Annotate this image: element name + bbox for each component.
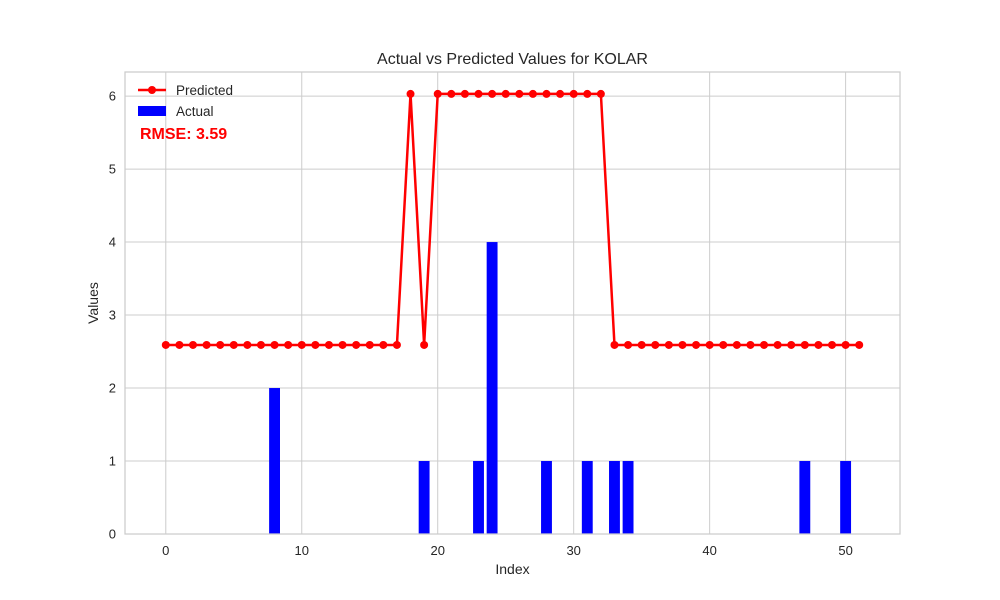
plot-border <box>124 71 901 535</box>
predicted-point <box>787 340 796 349</box>
legend-actual-label: Actual <box>176 104 214 119</box>
x-tick-label: 10 <box>295 543 309 558</box>
predicted-point <box>352 340 361 349</box>
actual-bar <box>622 461 634 534</box>
predicted-point <box>583 89 592 98</box>
predicted-point <box>447 89 456 98</box>
predicted-point <box>433 89 442 98</box>
predicted-point <box>705 340 714 349</box>
actual-bar <box>418 461 430 534</box>
y-tick-label: 4 <box>109 235 116 250</box>
predicted-point <box>773 340 782 349</box>
predicted-line <box>165 92 860 347</box>
y-tick-label: 1 <box>109 454 116 469</box>
predicted-point <box>501 89 510 98</box>
predicted-point <box>556 89 565 98</box>
predicted-point <box>488 89 497 98</box>
predicted-point <box>542 89 551 98</box>
predicted-point <box>406 89 415 98</box>
predicted-point <box>760 340 769 349</box>
predicted-point <box>692 340 701 349</box>
x-axis-label: Index <box>495 561 529 577</box>
y-tick-label: 6 <box>109 89 116 104</box>
predicted-point <box>324 340 333 349</box>
y-axis-ticks: 0 1 2 3 4 5 6 <box>109 89 116 542</box>
predicted-point <box>243 340 252 349</box>
predicted-point <box>202 340 211 349</box>
predicted-point <box>610 340 619 349</box>
predicted-point <box>732 340 741 349</box>
predicted-point <box>188 340 197 349</box>
predicted-series <box>161 89 864 349</box>
x-tick-label: 0 <box>162 543 169 558</box>
legend: Predicted Actual <box>138 83 233 119</box>
predicted-point <box>515 89 524 98</box>
legend-actual-bar-swatch <box>138 106 166 116</box>
predicted-point <box>569 89 578 98</box>
actual-bar <box>840 461 852 534</box>
actual-bar <box>581 461 593 534</box>
predicted-point <box>311 340 320 349</box>
predicted-point <box>664 340 673 349</box>
actual-bar <box>799 461 811 534</box>
predicted-point <box>814 340 823 349</box>
plot-background <box>125 72 900 534</box>
x-tick-label: 30 <box>566 543 580 558</box>
predicted-point <box>392 340 401 349</box>
predicted-point <box>229 340 238 349</box>
predicted-point <box>474 89 483 98</box>
rmse-annotation: RMSE: 3.59 <box>140 126 227 143</box>
y-tick-label: 3 <box>109 308 116 323</box>
legend-predicted-label: Predicted <box>176 83 233 98</box>
predicted-point <box>841 340 850 349</box>
plot-area <box>124 71 901 535</box>
predicted-point <box>855 340 864 349</box>
predicted-point <box>420 340 429 349</box>
legend-predicted-marker <box>148 86 156 94</box>
predicted-point <box>338 340 347 349</box>
actual-bar <box>609 461 620 534</box>
chart-title: Actual vs Predicted Values for KOLAR <box>377 51 648 68</box>
actual-bar <box>269 388 280 534</box>
predicted-point <box>746 340 755 349</box>
predicted-point <box>460 89 469 98</box>
predicted-point <box>216 340 225 349</box>
predicted-point <box>297 340 306 349</box>
predicted-point <box>651 340 660 349</box>
actual-bar <box>486 242 498 534</box>
predicted-point <box>161 340 170 349</box>
predicted-point <box>270 340 279 349</box>
x-tick-label: 20 <box>430 543 444 558</box>
actual-bar <box>473 461 484 534</box>
x-tick-label: 50 <box>838 543 852 558</box>
predicted-point <box>637 340 646 349</box>
predicted-point <box>828 340 837 349</box>
actual-bar <box>541 461 552 534</box>
predicted-point <box>175 340 184 349</box>
predicted-point <box>678 340 687 349</box>
predicted-point <box>256 340 265 349</box>
actual-bars <box>269 242 852 534</box>
y-tick-label: 5 <box>109 162 116 177</box>
predicted-point <box>284 340 293 349</box>
y-tick-label: 2 <box>109 381 116 396</box>
predicted-point <box>379 340 388 349</box>
predicted-point <box>800 340 809 349</box>
predicted-point <box>624 340 633 349</box>
predicted-point <box>719 340 728 349</box>
x-axis-ticks: 0 10 20 30 40 50 <box>162 543 853 558</box>
y-axis-label: Values <box>85 282 101 324</box>
predicted-point <box>596 89 605 98</box>
predicted-point <box>365 340 374 349</box>
x-tick-label: 40 <box>702 543 716 558</box>
y-tick-label: 0 <box>109 527 116 542</box>
predicted-point <box>528 89 537 98</box>
